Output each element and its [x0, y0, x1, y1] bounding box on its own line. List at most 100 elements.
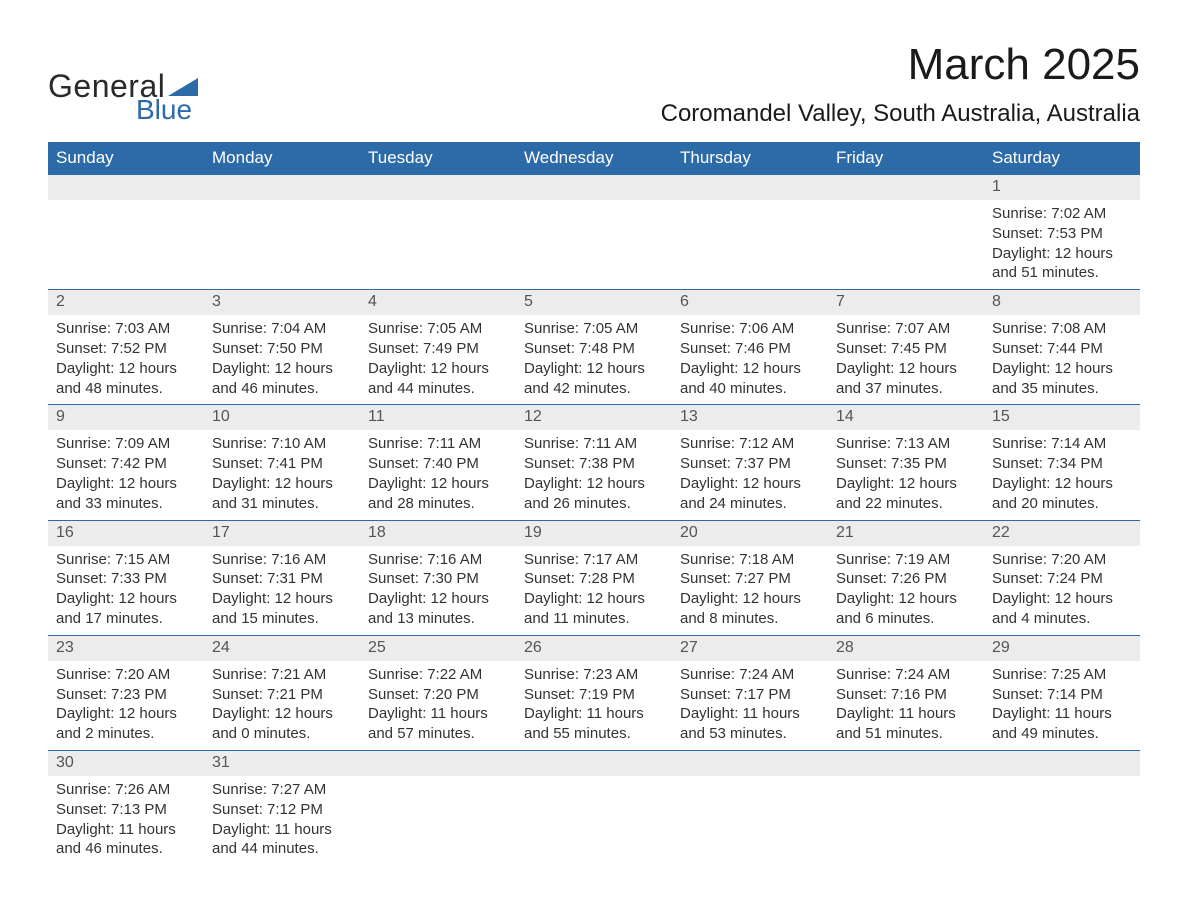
day-body: Sunrise: 7:16 AMSunset: 7:31 PMDaylight:… [204, 546, 360, 635]
sunrise-text: Sunrise: 7:05 AM [524, 319, 664, 339]
day-body: Sunrise: 7:19 AMSunset: 7:26 PMDaylight:… [828, 546, 984, 635]
day-number: 5 [516, 290, 672, 315]
day-body [984, 776, 1140, 856]
daylight-text: Daylight: 11 hours and 55 minutes. [524, 704, 664, 744]
calendar-cell: 6Sunrise: 7:06 AMSunset: 7:46 PMDaylight… [672, 290, 828, 405]
day-body [204, 200, 360, 280]
sunset-text: Sunset: 7:45 PM [836, 339, 976, 359]
day-number: 11 [360, 405, 516, 430]
calendar-cell: 17Sunrise: 7:16 AMSunset: 7:31 PMDayligh… [204, 520, 360, 635]
calendar-cell [48, 175, 204, 290]
sunrise-text: Sunrise: 7:12 AM [680, 434, 820, 454]
calendar-cell: 11Sunrise: 7:11 AMSunset: 7:40 PMDayligh… [360, 405, 516, 520]
week-row: 30Sunrise: 7:26 AMSunset: 7:13 PMDayligh… [48, 750, 1140, 865]
sunrise-text: Sunrise: 7:14 AM [992, 434, 1132, 454]
calendar-cell: 2Sunrise: 7:03 AMSunset: 7:52 PMDaylight… [48, 290, 204, 405]
calendar-cell: 21Sunrise: 7:19 AMSunset: 7:26 PMDayligh… [828, 520, 984, 635]
day-body: Sunrise: 7:25 AMSunset: 7:14 PMDaylight:… [984, 661, 1140, 750]
day-number [984, 751, 1140, 776]
day-number [204, 175, 360, 200]
day-body [828, 200, 984, 280]
sunset-text: Sunset: 7:28 PM [524, 569, 664, 589]
sunset-text: Sunset: 7:49 PM [368, 339, 508, 359]
day-number: 10 [204, 405, 360, 430]
calendar-cell: 27Sunrise: 7:24 AMSunset: 7:17 PMDayligh… [672, 635, 828, 750]
title-block: March 2025 Coromandel Valley, South Aust… [661, 40, 1140, 128]
sunset-text: Sunset: 7:44 PM [992, 339, 1132, 359]
day-body: Sunrise: 7:20 AMSunset: 7:23 PMDaylight:… [48, 661, 204, 750]
daylight-text: Daylight: 12 hours and 15 minutes. [212, 589, 352, 629]
calendar-cell: 20Sunrise: 7:18 AMSunset: 7:27 PMDayligh… [672, 520, 828, 635]
sunrise-text: Sunrise: 7:13 AM [836, 434, 976, 454]
sunset-text: Sunset: 7:31 PM [212, 569, 352, 589]
sunrise-text: Sunrise: 7:09 AM [56, 434, 196, 454]
day-body: Sunrise: 7:12 AMSunset: 7:37 PMDaylight:… [672, 430, 828, 519]
daylight-text: Daylight: 11 hours and 44 minutes. [212, 820, 352, 860]
day-number [48, 175, 204, 200]
daylight-text: Daylight: 11 hours and 51 minutes. [836, 704, 976, 744]
sunset-text: Sunset: 7:30 PM [368, 569, 508, 589]
calendar-cell [828, 175, 984, 290]
sunset-text: Sunset: 7:17 PM [680, 685, 820, 705]
calendar-cell [360, 750, 516, 865]
day-number: 27 [672, 636, 828, 661]
day-body [672, 776, 828, 856]
daylight-text: Daylight: 11 hours and 53 minutes. [680, 704, 820, 744]
calendar-cell: 18Sunrise: 7:16 AMSunset: 7:30 PMDayligh… [360, 520, 516, 635]
week-row: 1Sunrise: 7:02 AMSunset: 7:53 PMDaylight… [48, 175, 1140, 290]
sunrise-text: Sunrise: 7:03 AM [56, 319, 196, 339]
calendar-cell [828, 750, 984, 865]
calendar-table: Sunday Monday Tuesday Wednesday Thursday… [48, 142, 1140, 865]
calendar-cell: 19Sunrise: 7:17 AMSunset: 7:28 PMDayligh… [516, 520, 672, 635]
calendar-cell: 25Sunrise: 7:22 AMSunset: 7:20 PMDayligh… [360, 635, 516, 750]
sunset-text: Sunset: 7:37 PM [680, 454, 820, 474]
day-body: Sunrise: 7:27 AMSunset: 7:12 PMDaylight:… [204, 776, 360, 865]
daylight-text: Daylight: 12 hours and 31 minutes. [212, 474, 352, 514]
calendar-cell: 7Sunrise: 7:07 AMSunset: 7:45 PMDaylight… [828, 290, 984, 405]
day-body: Sunrise: 7:16 AMSunset: 7:30 PMDaylight:… [360, 546, 516, 635]
sunset-text: Sunset: 7:35 PM [836, 454, 976, 474]
sunset-text: Sunset: 7:13 PM [56, 800, 196, 820]
sunrise-text: Sunrise: 7:15 AM [56, 550, 196, 570]
sunrise-text: Sunrise: 7:24 AM [680, 665, 820, 685]
daylight-text: Daylight: 12 hours and 51 minutes. [992, 244, 1132, 284]
day-number: 14 [828, 405, 984, 430]
day-body: Sunrise: 7:06 AMSunset: 7:46 PMDaylight:… [672, 315, 828, 404]
weekday-header: Thursday [672, 142, 828, 175]
sunrise-text: Sunrise: 7:16 AM [368, 550, 508, 570]
day-number [360, 175, 516, 200]
sunrise-text: Sunrise: 7:20 AM [992, 550, 1132, 570]
weekday-header: Tuesday [360, 142, 516, 175]
sunrise-text: Sunrise: 7:20 AM [56, 665, 196, 685]
calendar-cell: 15Sunrise: 7:14 AMSunset: 7:34 PMDayligh… [984, 405, 1140, 520]
sunset-text: Sunset: 7:14 PM [992, 685, 1132, 705]
day-body: Sunrise: 7:09 AMSunset: 7:42 PMDaylight:… [48, 430, 204, 519]
day-number: 4 [360, 290, 516, 315]
sunset-text: Sunset: 7:48 PM [524, 339, 664, 359]
day-body: Sunrise: 7:20 AMSunset: 7:24 PMDaylight:… [984, 546, 1140, 635]
day-number: 8 [984, 290, 1140, 315]
day-body: Sunrise: 7:08 AMSunset: 7:44 PMDaylight:… [984, 315, 1140, 404]
calendar-cell: 16Sunrise: 7:15 AMSunset: 7:33 PMDayligh… [48, 520, 204, 635]
daylight-text: Daylight: 12 hours and 20 minutes. [992, 474, 1132, 514]
day-body: Sunrise: 7:07 AMSunset: 7:45 PMDaylight:… [828, 315, 984, 404]
day-body: Sunrise: 7:15 AMSunset: 7:33 PMDaylight:… [48, 546, 204, 635]
week-row: 9Sunrise: 7:09 AMSunset: 7:42 PMDaylight… [48, 405, 1140, 520]
day-number: 16 [48, 521, 204, 546]
day-body: Sunrise: 7:04 AMSunset: 7:50 PMDaylight:… [204, 315, 360, 404]
day-body: Sunrise: 7:10 AMSunset: 7:41 PMDaylight:… [204, 430, 360, 519]
calendar-cell: 10Sunrise: 7:10 AMSunset: 7:41 PMDayligh… [204, 405, 360, 520]
day-body [672, 200, 828, 280]
day-number: 30 [48, 751, 204, 776]
calendar-cell: 14Sunrise: 7:13 AMSunset: 7:35 PMDayligh… [828, 405, 984, 520]
day-number: 3 [204, 290, 360, 315]
day-number: 9 [48, 405, 204, 430]
sunset-text: Sunset: 7:24 PM [992, 569, 1132, 589]
day-body: Sunrise: 7:24 AMSunset: 7:17 PMDaylight:… [672, 661, 828, 750]
sunset-text: Sunset: 7:34 PM [992, 454, 1132, 474]
daylight-text: Daylight: 11 hours and 57 minutes. [368, 704, 508, 744]
header: General Blue March 2025 Coromandel Valle… [48, 40, 1140, 128]
daylight-text: Daylight: 12 hours and 24 minutes. [680, 474, 820, 514]
sunset-text: Sunset: 7:23 PM [56, 685, 196, 705]
day-body: Sunrise: 7:11 AMSunset: 7:38 PMDaylight:… [516, 430, 672, 519]
